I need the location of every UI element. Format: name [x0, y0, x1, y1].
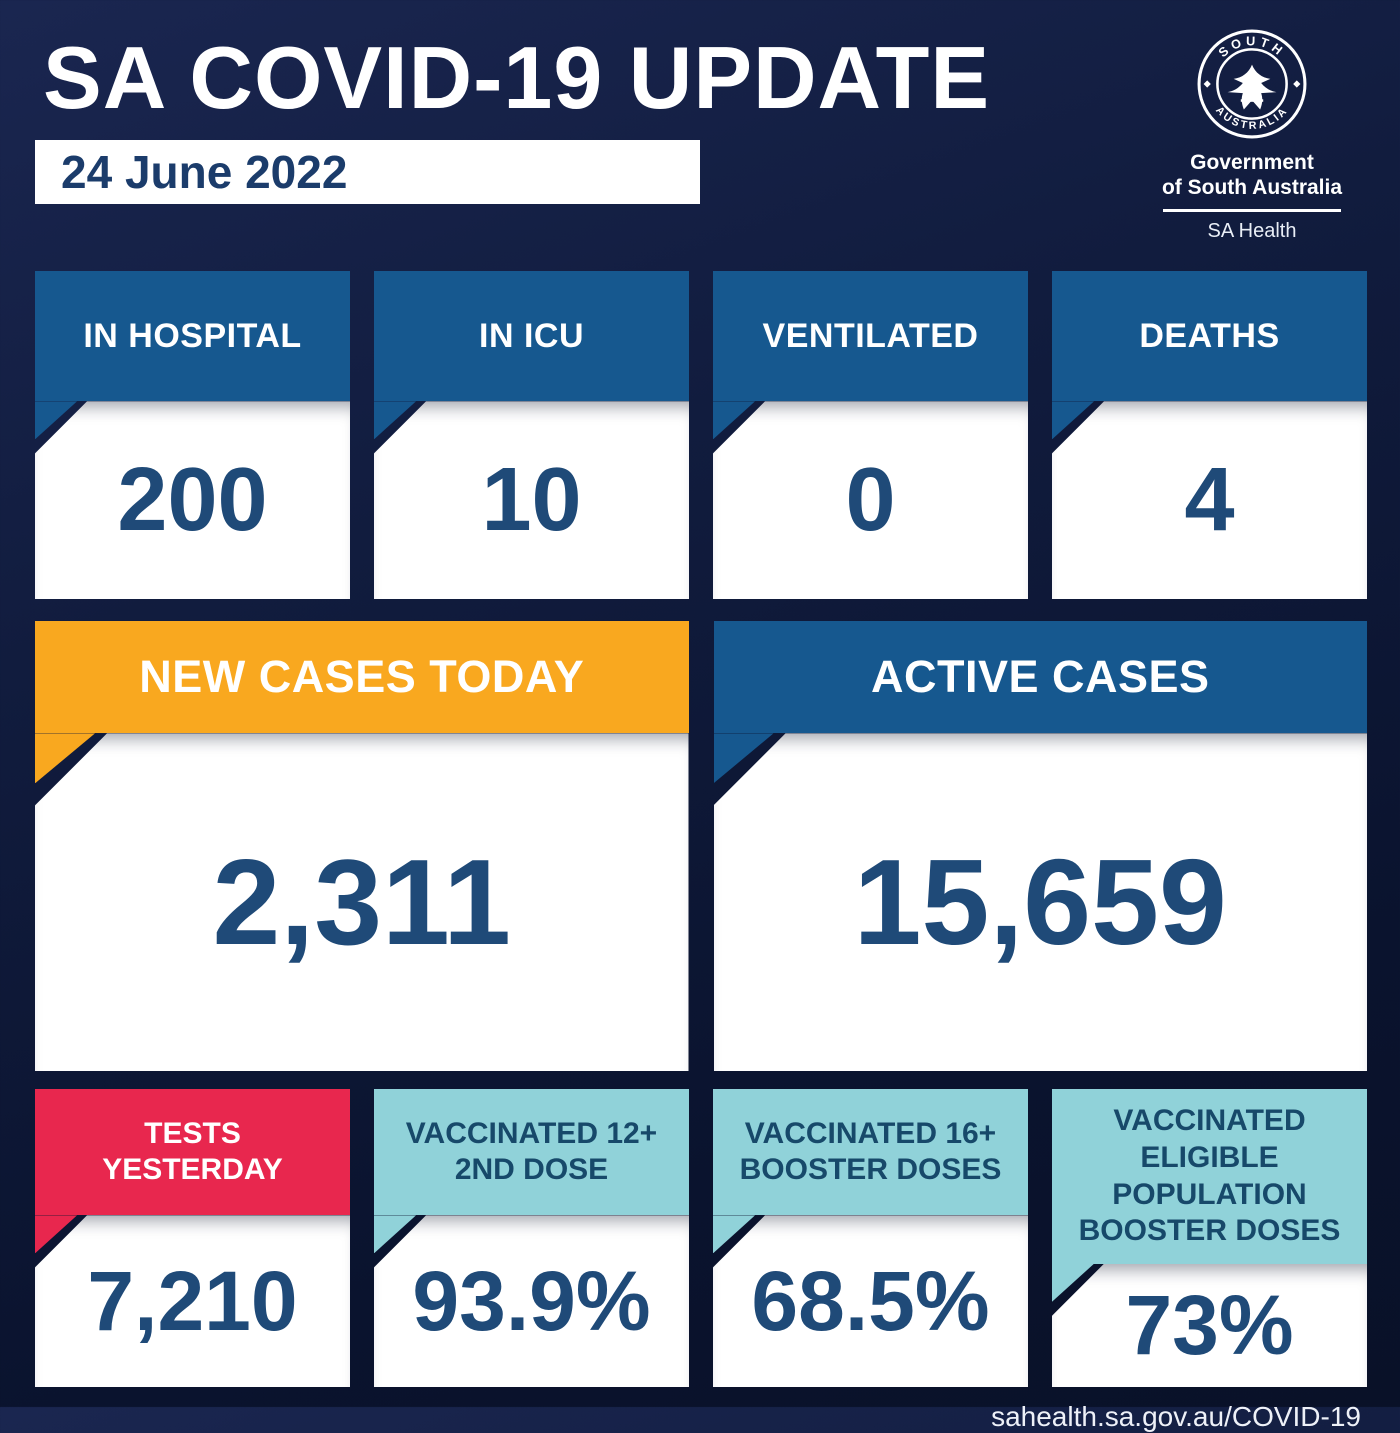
stat-value: 2,311 — [212, 834, 512, 971]
stat-card-new-cases-today: NEW CASES TODAY 2,311 — [35, 621, 689, 1072]
stat-card-deaths: DEATHS 4 — [1052, 271, 1367, 600]
piping-shrike-bird-icon — [1227, 64, 1277, 110]
stat-card-header: IN ICU — [374, 271, 689, 402]
stat-card-body: 2,311 — [35, 733, 689, 1072]
stat-card-body: 7,210 — [35, 1215, 350, 1388]
case-stats-row: NEW CASES TODAY 2,311 ACTIVE CASES 15,65… — [35, 621, 1367, 1072]
stat-card-in-hospital: IN HOSPITAL 200 — [35, 271, 350, 600]
sa-gov-logo: SOUTH AUSTRALIA Government of South Aust… — [1137, 28, 1367, 243]
footer-url: sahealth.sa.gov.au/COVID-19 — [991, 1401, 1361, 1433]
stat-card-body: 0 — [713, 401, 1028, 600]
stat-card-header: VACCINATED ELIGIBLE POPULATION BOOSTER D… — [1052, 1089, 1367, 1264]
stat-card-header: NEW CASES TODAY — [35, 621, 689, 734]
page-title: SA COVID-19 UPDATE — [43, 28, 991, 127]
stat-value: 200 — [117, 449, 268, 550]
stat-card-header: ACTIVE CASES — [713, 621, 1367, 734]
stat-value: 73% — [1125, 1278, 1294, 1373]
state-seal-icon: SOUTH AUSTRALIA — [1196, 28, 1308, 140]
stat-card-header: IN HOSPITAL — [35, 271, 350, 402]
stat-card-in-icu: IN ICU 10 — [374, 271, 689, 600]
stat-card-body: 93.9% — [374, 1215, 689, 1388]
stat-card-header: TESTS YESTERDAY — [35, 1089, 350, 1216]
stat-card-vaccinated-eligible-booster: VACCINATED ELIGIBLE POPULATION BOOSTER D… — [1052, 1089, 1367, 1388]
hospital-stats-row: IN HOSPITAL 200 IN ICU 10 VENTILATED 0 D… — [35, 271, 1367, 600]
stat-card-active-cases: ACTIVE CASES 15,659 — [713, 621, 1367, 1072]
vaccination-stats-row: TESTS YESTERDAY 7,210 VACCINATED 12+ 2ND… — [35, 1089, 1367, 1388]
stat-card-body: 73% — [1052, 1263, 1367, 1388]
stat-card-header: VACCINATED 16+ BOOSTER DOSES — [713, 1089, 1028, 1216]
stat-value: 93.9% — [412, 1253, 651, 1348]
stat-card-header: VACCINATED 12+ 2ND DOSE — [374, 1089, 689, 1216]
stat-card-ventilated: VENTILATED 0 — [713, 271, 1028, 600]
stat-card-tests-yesterday: TESTS YESTERDAY 7,210 — [35, 1089, 350, 1388]
stat-card-body: 15,659 — [713, 733, 1367, 1072]
stat-card-body: 200 — [35, 401, 350, 600]
logo-divider — [1163, 209, 1341, 213]
stat-value: 7,210 — [87, 1253, 298, 1348]
stat-card-vaccinated-12-2nd-dose: VACCINATED 12+ 2ND DOSE 93.9% — [374, 1089, 689, 1388]
stat-card-vaccinated-16-booster: VACCINATED 16+ BOOSTER DOSES 68.5% — [713, 1089, 1028, 1388]
date-text: 24 June 2022 — [61, 146, 348, 199]
header-area: SA COVID-19 UPDATE 24 June 2022 SOUTH — [35, 26, 1367, 243]
stat-value: 4 — [1184, 449, 1235, 550]
logo-gov-text: Government of South Australia — [1161, 151, 1343, 200]
stat-card-body: 10 — [374, 401, 689, 600]
stat-value: 0 — [845, 449, 896, 550]
stat-value: 68.5% — [751, 1253, 990, 1348]
stat-value: 15,659 — [853, 834, 1227, 971]
stat-card-header: VENTILATED — [713, 271, 1028, 402]
logo-dept-text: SA Health — [1207, 220, 1297, 243]
stat-card-body: 4 — [1052, 401, 1367, 600]
title-block: SA COVID-19 UPDATE 24 June 2022 — [35, 26, 1137, 205]
stat-card-body: 68.5% — [713, 1215, 1028, 1388]
stat-card-header: DEATHS — [1052, 271, 1367, 402]
stat-value: 10 — [481, 449, 582, 550]
date-badge: 24 June 2022 — [35, 140, 700, 205]
